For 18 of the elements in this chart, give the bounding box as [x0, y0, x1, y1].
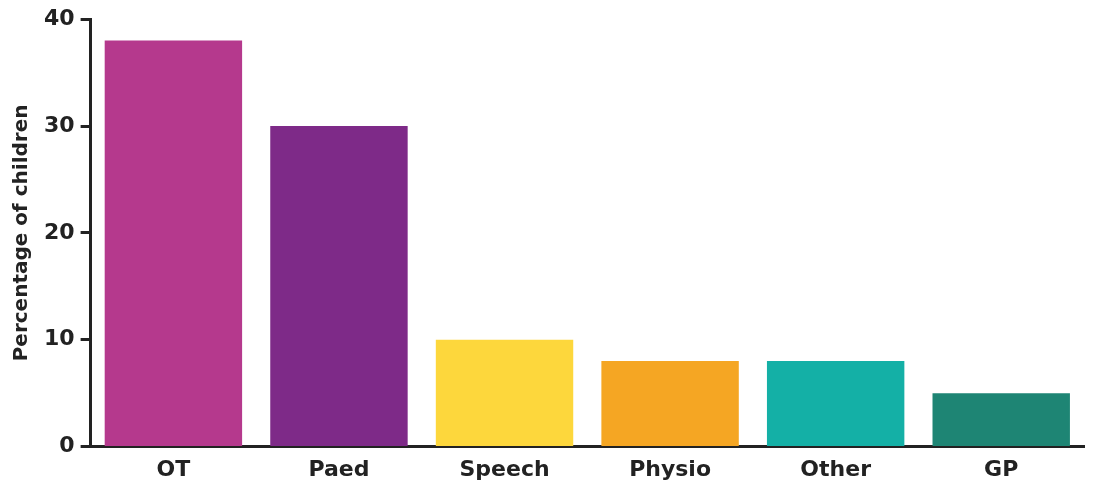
- x-tick-label: OT: [156, 455, 191, 481]
- y-tick-label: 10: [43, 325, 75, 351]
- bar: [766, 361, 905, 447]
- x-tick-label: Paed: [308, 455, 370, 481]
- bar: [270, 126, 408, 447]
- y-axis-title: Percentage of children: [8, 104, 33, 362]
- y-tick-label: 0: [59, 432, 75, 458]
- bar: [601, 361, 739, 447]
- x-tick-label: Speech: [459, 455, 550, 481]
- y-tick-label: 20: [43, 218, 75, 244]
- y-tick-label: 40: [43, 4, 75, 30]
- bar: [435, 339, 574, 447]
- bar: [104, 40, 243, 447]
- x-tick-label: Physio: [629, 455, 712, 481]
- x-tick-label: Other: [800, 455, 872, 481]
- bar: [932, 393, 1070, 447]
- y-tick-label: 30: [43, 111, 75, 137]
- x-tick-label: GP: [984, 455, 1019, 481]
